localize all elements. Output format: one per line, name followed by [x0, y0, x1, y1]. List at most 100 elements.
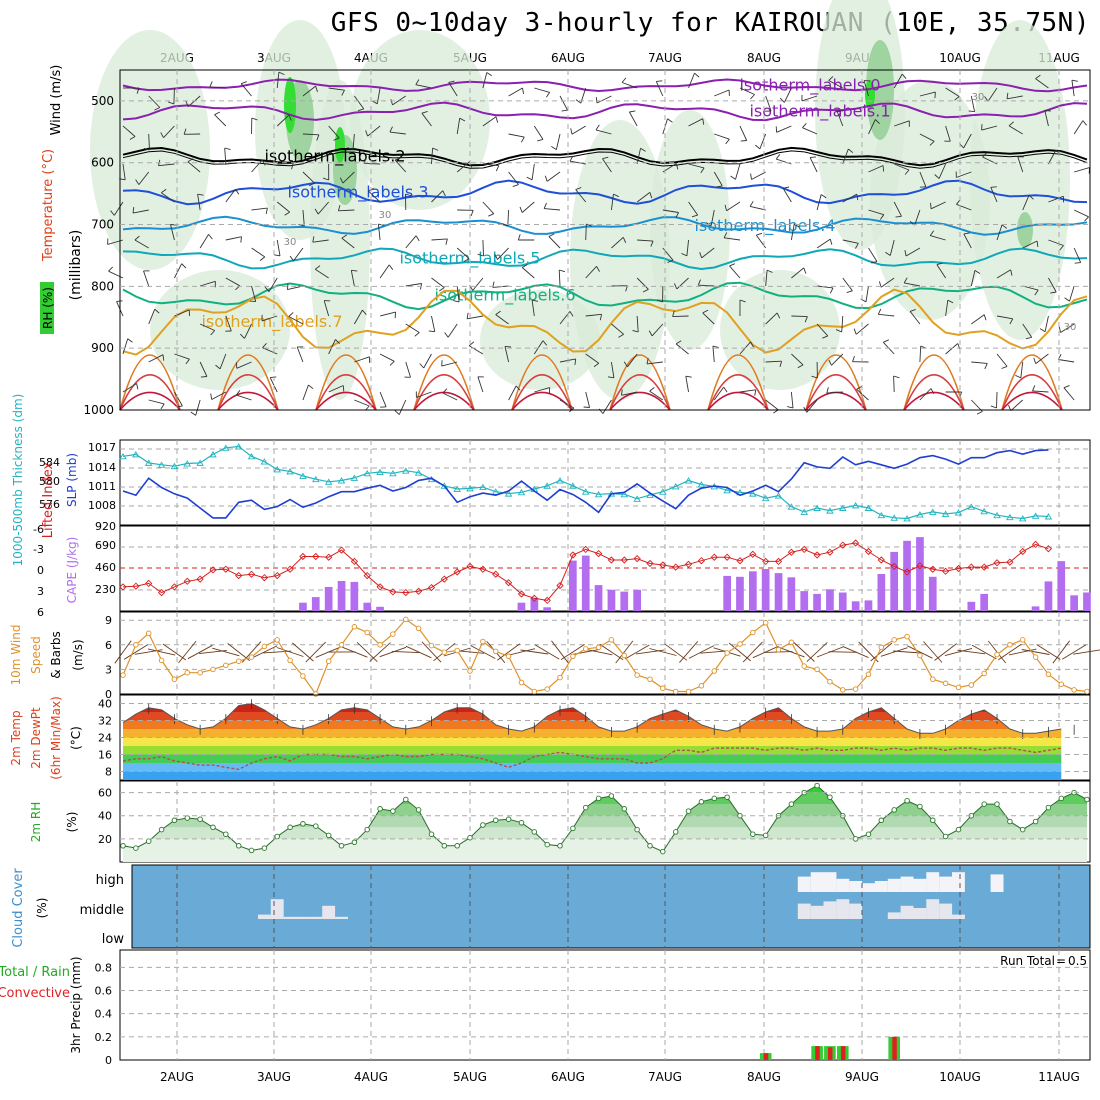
wind-barb: [585, 313, 602, 317]
wind-barb: [444, 332, 449, 338]
cape-bar: [864, 600, 873, 611]
wind-barb: [712, 346, 715, 363]
thickness-point: [581, 488, 590, 495]
thickness-point: [787, 503, 796, 510]
lifted-index-point: [530, 594, 538, 602]
cloud-middle-block: [322, 905, 336, 919]
wind10m-panel: [119, 611, 1091, 695]
lifted-index-point: [440, 575, 448, 583]
wind-barb: [339, 177, 344, 184]
wind-barb: [984, 363, 988, 370]
wind-barb: [468, 341, 475, 347]
cloud-middle-block: [823, 901, 837, 919]
isotherm-warm-arc: [1001, 391, 1063, 411]
wind-barb: [531, 300, 535, 317]
wind-barb: [158, 163, 175, 167]
rh2m-tick-label: 60: [98, 787, 112, 800]
thickness-point: [466, 485, 474, 492]
wind-barb: [1074, 262, 1081, 264]
cloud-middle-block: [258, 914, 271, 919]
wind-barb: [561, 109, 568, 112]
lifted-index-point: [620, 556, 628, 564]
wind-barb: [161, 188, 167, 194]
wind-barb: [945, 125, 951, 142]
cloud-panel: [131, 864, 1091, 949]
wind-barb: [874, 119, 880, 125]
wind-barb: [495, 116, 499, 123]
cloud-axis-label: (%): [35, 898, 49, 919]
lifted-index-point: [993, 559, 1001, 567]
temp2m-axis-label: (°C): [69, 726, 83, 750]
lifted-tick-label: 6: [37, 606, 44, 619]
cape-bar: [736, 576, 744, 611]
thickness-point: [170, 462, 179, 470]
wind-barb: [749, 201, 754, 207]
wind-barb: [713, 171, 723, 187]
wind-barb: [893, 375, 900, 379]
wind-barb: [621, 77, 627, 83]
wind-barb: [143, 270, 150, 287]
wind-barb: [288, 114, 292, 121]
isotherm-warm-arc: [609, 391, 671, 411]
wind10m-speed-point: [1045, 671, 1052, 678]
wind-barb: [405, 283, 422, 287]
cloud-high-block: [939, 876, 953, 892]
cape-bar: [543, 607, 551, 611]
lifted-index-point: [813, 551, 821, 559]
rh2m-point: [865, 831, 872, 837]
thickness-point: [543, 482, 551, 489]
wind-barb: [996, 269, 1011, 279]
wind-barb: [240, 83, 252, 97]
rh2m-point: [403, 796, 409, 803]
wind-barb: [681, 252, 688, 257]
isotherm-warm-arc: [511, 374, 573, 411]
thickness-point: [851, 502, 860, 509]
wind-barb: [414, 332, 420, 337]
wind-barb: [801, 95, 818, 102]
wind-barb: [714, 133, 730, 140]
wind-barb: [974, 270, 981, 274]
wind-barb: [1009, 318, 1014, 325]
wind-barb: [390, 99, 393, 106]
wind-barb: [494, 253, 498, 260]
wind-barb: [610, 194, 614, 211]
wind-barb: [954, 96, 960, 101]
wind-barb: [486, 72, 493, 77]
wind10m-barb: [369, 642, 391, 662]
rh-shading: [480, 290, 600, 390]
wind-barb: [724, 204, 727, 211]
wind-barb: [322, 177, 329, 181]
wind-barb: [1035, 78, 1049, 89]
thickness-point: [684, 477, 693, 484]
wind-barb: [817, 285, 834, 289]
upper-air-panel: [119, 69, 1091, 411]
lifted-index-point: [672, 563, 680, 571]
wind-barb: [571, 125, 586, 135]
wind-barb: [333, 137, 340, 141]
rh2m-point: [1007, 818, 1013, 825]
wind-barb: [1010, 269, 1013, 276]
wind-barb: [637, 239, 654, 242]
wind-barb: [853, 328, 857, 335]
isotherm-label: isotherm_labels.3: [287, 182, 428, 202]
wind-barb: [856, 386, 863, 390]
wind-barb: [482, 72, 488, 89]
wind-barb: [725, 138, 730, 145]
wind-barb: [904, 282, 920, 287]
wind-barb: [1032, 385, 1036, 392]
rh2m-point: [223, 831, 229, 837]
cloud-high-block: [990, 874, 1004, 892]
wind-barb: [197, 193, 204, 196]
wind-barb: [688, 73, 695, 89]
wind-barb: [1082, 120, 1087, 126]
cloud-high-block: [849, 881, 863, 892]
wind-barb: [1008, 121, 1014, 127]
wind10m-barb: [276, 647, 304, 657]
wind-barb: [136, 383, 139, 390]
wind10m-barb: [1073, 649, 1100, 655]
wind-barb: [646, 358, 649, 364]
wind-barb: [148, 95, 161, 108]
wind10m-axis-label: & Barbs: [49, 631, 63, 679]
wind-barb: [816, 194, 822, 211]
cape-bar: [363, 602, 372, 611]
